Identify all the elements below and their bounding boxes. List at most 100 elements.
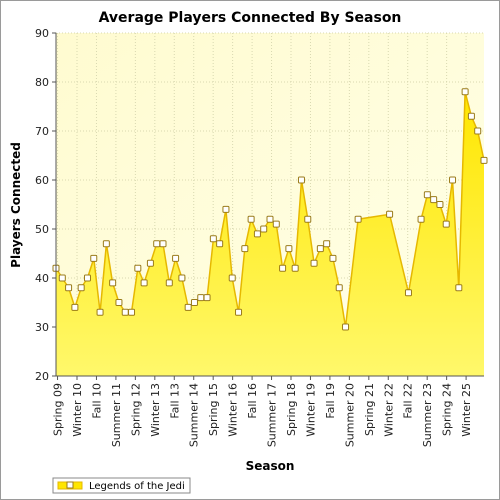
y-tick-label: 30 — [35, 321, 49, 334]
y-tick-label: 90 — [35, 27, 49, 40]
data-point — [342, 323, 350, 331]
data-point — [285, 245, 293, 253]
data-point — [417, 215, 425, 223]
x-tick-label: Summer 14 — [188, 383, 201, 447]
data-point — [386, 210, 394, 218]
x-tick-label: Winter 19 — [304, 383, 317, 437]
y-tick-label: 20 — [35, 370, 49, 383]
y-tick-label: 50 — [35, 223, 49, 236]
data-point — [404, 289, 412, 297]
x-tick-label: Winter 10 — [71, 383, 84, 437]
data-point — [335, 284, 343, 292]
x-tick-label: Fall 19 — [324, 383, 337, 419]
data-point — [260, 225, 268, 233]
data-point — [279, 264, 287, 272]
data-point — [241, 245, 249, 253]
data-point — [153, 240, 161, 248]
data-point — [310, 259, 318, 267]
x-tick-label: Spring 18 — [285, 383, 298, 436]
legend-marker-icon — [66, 481, 74, 489]
data-point — [316, 245, 324, 253]
x-tick-label: Spring 24 — [441, 383, 454, 436]
x-tick-label: Spring 09 — [52, 383, 65, 436]
x-tick-label: Winter 13 — [149, 383, 162, 437]
data-point — [203, 294, 211, 302]
data-point — [461, 88, 469, 96]
y-axis-title: Players Connected — [9, 142, 23, 268]
y-tick-label: 60 — [35, 174, 49, 187]
data-point — [77, 284, 85, 292]
x-tick-label: Fall 10 — [90, 383, 103, 419]
data-point — [197, 294, 205, 302]
x-tick-label: Summer 23 — [421, 383, 434, 447]
x-tick-label: Fall 13 — [168, 383, 181, 419]
x-tick-label: Winter 16 — [227, 383, 240, 437]
x-axis-title: Season — [246, 459, 295, 473]
data-point — [172, 254, 180, 262]
data-point — [480, 156, 488, 164]
axes — [55, 33, 484, 377]
data-point — [235, 308, 243, 316]
y-tick-label: 40 — [35, 272, 49, 285]
x-tick-label: Summer 11 — [110, 383, 123, 447]
data-point — [71, 303, 79, 311]
data-point — [436, 201, 444, 208]
x-tick-label: Winter 25 — [460, 383, 473, 437]
x-tick-label: Summer 20 — [343, 383, 356, 447]
data-point — [102, 240, 110, 248]
data-point — [449, 176, 457, 184]
data-point — [474, 127, 482, 135]
series-markers — [52, 88, 488, 331]
x-tick-label: Winter 22 — [382, 383, 395, 437]
series-area — [56, 91, 484, 377]
chart-title: Average Players Connected By Season — [99, 10, 402, 26]
data-point — [134, 264, 142, 272]
data-point — [222, 205, 230, 213]
data-point — [128, 308, 136, 316]
data-point — [297, 176, 305, 184]
data-point — [430, 196, 438, 204]
data-point — [323, 240, 331, 248]
data-point — [266, 215, 274, 223]
legend-box — [52, 477, 191, 494]
data-point — [121, 308, 129, 316]
data-point — [190, 299, 198, 306]
data-point — [146, 259, 154, 267]
legend: Legends of the Jedi — [52, 477, 191, 494]
data-point — [442, 220, 450, 228]
x-tick-label: Spring 21 — [363, 383, 376, 436]
data-point — [228, 274, 236, 282]
data-point — [178, 274, 186, 282]
data-point — [109, 279, 117, 287]
data-point — [467, 112, 475, 120]
data-point — [247, 215, 255, 223]
data-point — [455, 284, 463, 292]
data-point — [184, 303, 192, 311]
legend-label: Legends of the Jedi — [89, 481, 185, 492]
data-point — [140, 279, 148, 287]
x-tick-labels: Spring 09 Winter 10 Fall 10 Summer 11 Spring… — [52, 376, 473, 447]
y-tick-labels: 20 30 40 50 60 70 80 90 — [35, 27, 56, 383]
x-tick-label: Fall 16 — [246, 383, 259, 419]
data-point — [272, 220, 280, 228]
data-point — [216, 240, 224, 248]
y-tick-label: 70 — [35, 125, 49, 138]
x-tick-label: Summer 17 — [266, 383, 279, 447]
data-point — [253, 230, 261, 238]
data-point — [115, 299, 123, 306]
x-tick-label: Spring 12 — [129, 383, 142, 436]
data-point — [159, 240, 167, 248]
data-point — [83, 274, 91, 282]
data-point — [65, 284, 73, 292]
data-point — [304, 215, 312, 223]
data-point — [165, 279, 173, 287]
data-point — [96, 308, 104, 316]
data-point — [209, 235, 217, 243]
data-point — [58, 274, 66, 282]
data-point — [291, 264, 299, 272]
data-point — [354, 215, 362, 223]
x-tick-label: Fall 22 — [402, 383, 415, 419]
y-tick-label: 80 — [35, 76, 49, 89]
data-point — [423, 191, 431, 199]
